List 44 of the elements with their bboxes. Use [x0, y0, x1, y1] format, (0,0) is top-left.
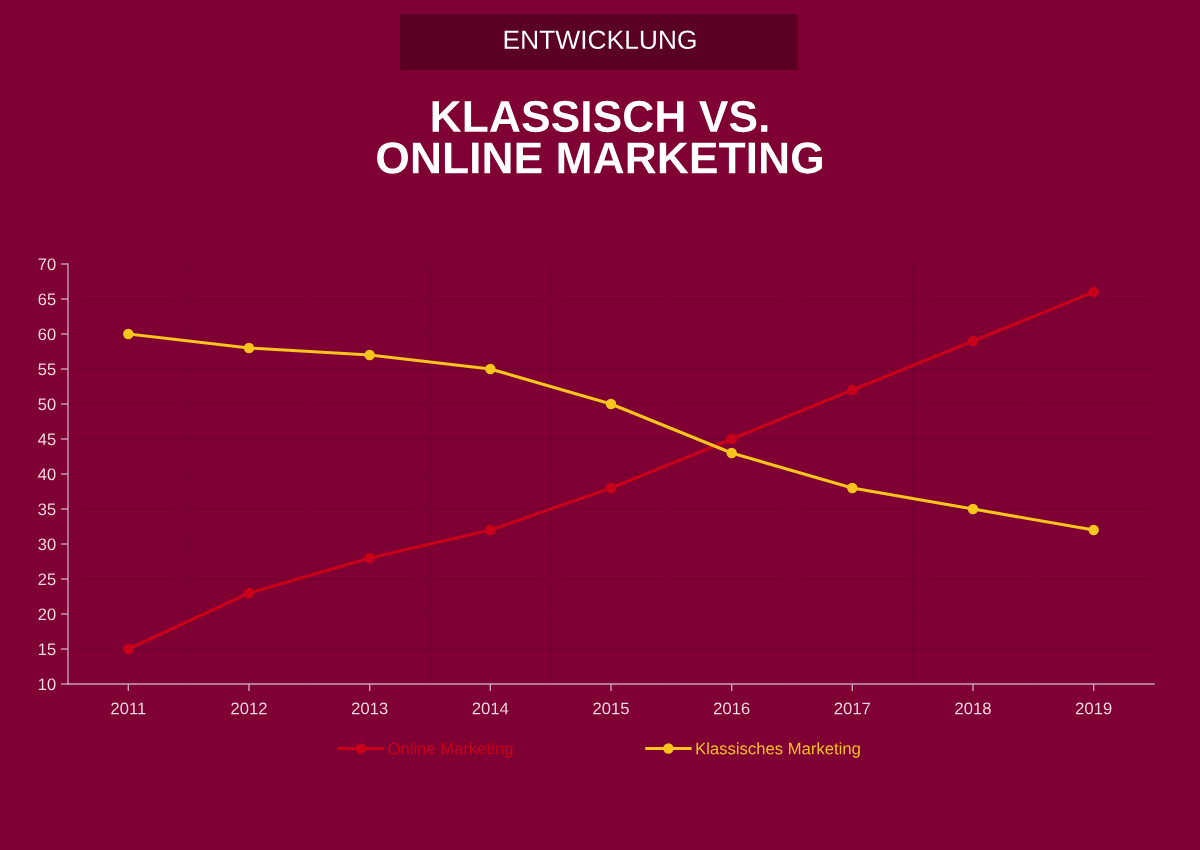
legend-label: Klassisches Marketing: [696, 742, 860, 758]
point: [243, 342, 255, 354]
x-tick-label: 2011: [111, 702, 146, 715]
y-tick-label: 60: [38, 328, 56, 341]
point: [726, 447, 737, 459]
point: [243, 587, 255, 599]
point: [123, 328, 134, 340]
x-tick-label: 2018: [955, 702, 991, 715]
y-tick-label: 10: [38, 678, 56, 691]
point: [1088, 286, 1099, 298]
y-tick-label: 65: [38, 293, 56, 306]
point: [967, 335, 979, 347]
point: [1088, 524, 1099, 536]
x-tick-label: 2016: [713, 702, 750, 715]
point: [726, 433, 737, 445]
point: [364, 552, 375, 564]
y-tick-label: 15: [38, 643, 56, 656]
point: [364, 349, 375, 361]
point: [847, 482, 858, 494]
y-tick-label: 35: [38, 503, 56, 516]
x-tick-label: 2015: [593, 702, 629, 715]
chart-title: KLASSISCH VS. ONLINE MARKETING: [377, 100, 822, 174]
y-tick-label: 25: [38, 573, 56, 586]
x-tick-label: 2019: [1075, 702, 1112, 715]
legend-label: Online Marketing: [388, 742, 513, 758]
y-tick-label: 55: [38, 363, 56, 376]
point: [123, 643, 134, 655]
chart-subtitle: ENTWICKLUNG: [504, 30, 696, 50]
y-tick-label: 40: [38, 468, 56, 481]
point: [485, 524, 496, 536]
x-tick-label: 2017: [834, 702, 871, 715]
point: [605, 398, 617, 410]
y-tick-label: 30: [38, 538, 56, 551]
y-tick-label: 70: [38, 258, 56, 271]
y-tick-label: 45: [38, 433, 56, 446]
x-tick-label: 2012: [231, 702, 267, 715]
x-tick-label: 2013: [351, 702, 388, 715]
y-tick-label: 20: [38, 608, 56, 621]
point: [967, 503, 979, 515]
y-tick-label: 50: [38, 398, 56, 411]
point: [485, 363, 496, 375]
point: [847, 384, 858, 396]
point: [605, 482, 617, 494]
x-tick-label: 2014: [472, 702, 509, 715]
